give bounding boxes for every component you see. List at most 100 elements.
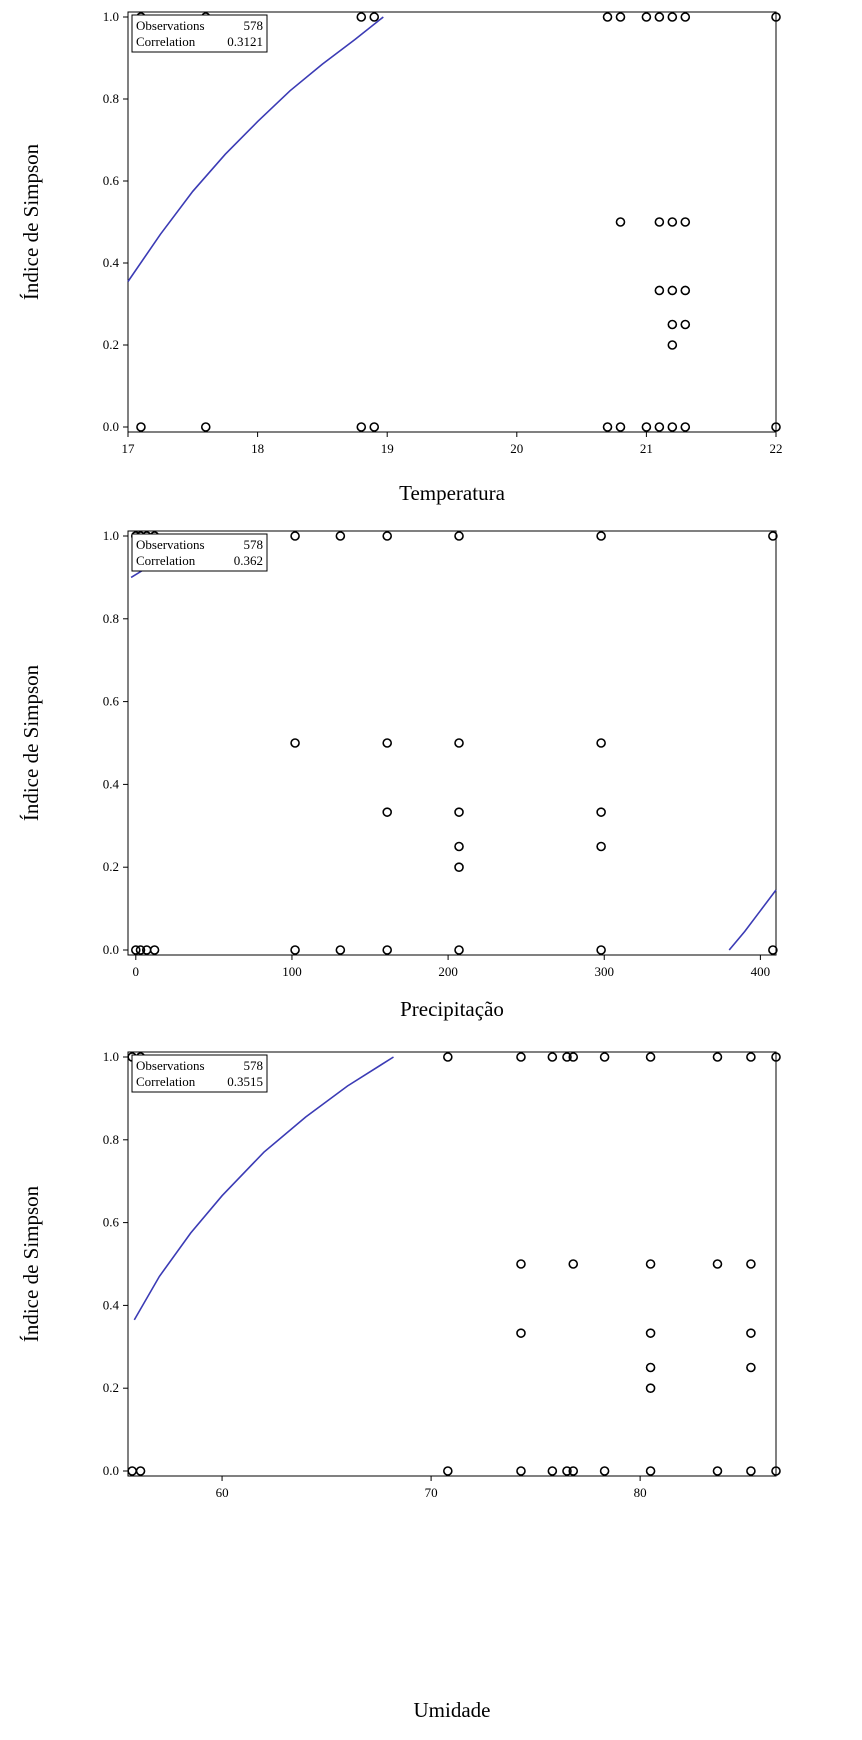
x-tick-label: 200 (438, 964, 458, 979)
stats-box (131, 1054, 268, 1093)
data-point (547, 1466, 558, 1476)
data-point (290, 738, 300, 748)
data-point (454, 531, 464, 541)
observations-label: Observations (136, 18, 205, 33)
data-point (562, 1466, 572, 1476)
data-point (516, 1328, 526, 1338)
data-point (335, 945, 346, 955)
x-tick-label: 0 (133, 964, 140, 979)
data-point (654, 217, 665, 227)
y-tick-label: 0.0 (103, 419, 119, 434)
y-axis-label: Índice de Simpson (19, 1185, 43, 1342)
data-point (562, 1052, 572, 1062)
data-point (667, 285, 678, 296)
data-point (615, 12, 626, 22)
x-tick-label: 19 (381, 441, 394, 456)
data-point (200, 422, 211, 432)
data-point (568, 1052, 579, 1062)
y-tick-label: 0.4 (103, 776, 120, 791)
data-point (641, 12, 652, 22)
y-axis-label: Índice de Simpson (19, 143, 43, 300)
data-point (596, 531, 606, 541)
data-point (443, 1466, 453, 1476)
data-point (369, 422, 380, 432)
data-point (746, 1466, 756, 1476)
data-point (596, 841, 606, 852)
data-point (771, 1466, 781, 1476)
data-point (454, 862, 464, 873)
data-point (680, 319, 691, 330)
y-tick-label: 0.4 (103, 255, 120, 270)
scatter-panel-2: 0.0 0.2 0.4 0.6 0.8 1.0 0 100 200 300 400 Observati… (19, 528, 778, 1021)
data-point (356, 12, 367, 22)
y-tick-label: 0.6 (103, 1215, 120, 1230)
fit-curve (127, 16, 384, 282)
correlation-label: Correlation (136, 34, 196, 49)
data-point (547, 1052, 558, 1062)
data-point (131, 945, 141, 955)
x-tick-label: 100 (282, 964, 302, 979)
data-point (382, 945, 393, 955)
data-point (136, 422, 146, 432)
data-point (712, 1052, 723, 1062)
y-tick-label: 0.6 (103, 173, 120, 188)
data-point (654, 422, 665, 432)
data-point (645, 1259, 656, 1269)
data-point (602, 422, 613, 432)
data-point (667, 422, 678, 432)
data-point (615, 422, 626, 432)
data-point (454, 807, 464, 817)
x-tick-label: 18 (251, 441, 264, 456)
data-point (135, 1466, 146, 1476)
data-point (712, 1259, 723, 1269)
data-point (645, 1362, 656, 1373)
data-point (596, 807, 606, 817)
data-point (771, 422, 781, 432)
y-tick-label: 0.2 (103, 859, 119, 874)
data-point (369, 12, 380, 22)
y-tick-label: 0.2 (103, 1380, 119, 1395)
data-point (356, 422, 367, 432)
y-tick-label: 0.0 (103, 1463, 119, 1478)
data-point (645, 1328, 656, 1338)
x-tick-label: 70 (425, 1485, 438, 1500)
correlation-value: 0.362 (234, 553, 263, 568)
data-point (667, 12, 678, 22)
data-point (127, 1466, 137, 1476)
fit-curve (133, 1056, 394, 1321)
data-point (712, 1466, 723, 1476)
data-point (771, 1052, 781, 1062)
y-tick-label: 0.6 (103, 694, 120, 709)
data-point (645, 1383, 656, 1393)
observations-label: Observations (136, 537, 205, 552)
x-tick-label: 21 (640, 441, 653, 456)
data-point (443, 1052, 453, 1062)
data-point (641, 422, 652, 432)
data-point (568, 1259, 579, 1269)
observations-label: Observations (136, 1058, 205, 1073)
data-point (454, 841, 464, 852)
scatter-panel-3: 0.0 0.2 0.4 0.6 0.8 1.0 60 70 80 Observations 578 C… (19, 1049, 781, 1722)
y-axis-label: Índice de Simpson (19, 664, 43, 821)
data-point (149, 945, 160, 955)
fit-curve (728, 889, 777, 951)
data-point (768, 945, 778, 955)
x-tick-label: 400 (751, 964, 771, 979)
observations-value: 578 (244, 18, 264, 33)
data-point (454, 945, 464, 955)
x-axis-label: Temperatura (399, 481, 505, 505)
data-point (746, 1052, 756, 1062)
y-tick-label: 0.8 (103, 611, 119, 626)
scatter-panel-1: 0.0 0.2 0.4 0.6 0.8 1.0 17 18 19 20 21 22 Observatio… (19, 9, 783, 505)
data-point (599, 1466, 610, 1476)
stats-box (131, 14, 268, 53)
data-point (680, 217, 691, 227)
data-point (680, 422, 691, 432)
data-point (382, 531, 393, 541)
data-point (746, 1259, 756, 1269)
y-tick-label: 0.4 (103, 1297, 120, 1312)
x-axis-label: Precipitação (400, 997, 504, 1021)
data-point (667, 217, 678, 227)
y-tick-label: 1.0 (103, 1049, 119, 1064)
y-tick-label: 0.0 (103, 942, 119, 957)
